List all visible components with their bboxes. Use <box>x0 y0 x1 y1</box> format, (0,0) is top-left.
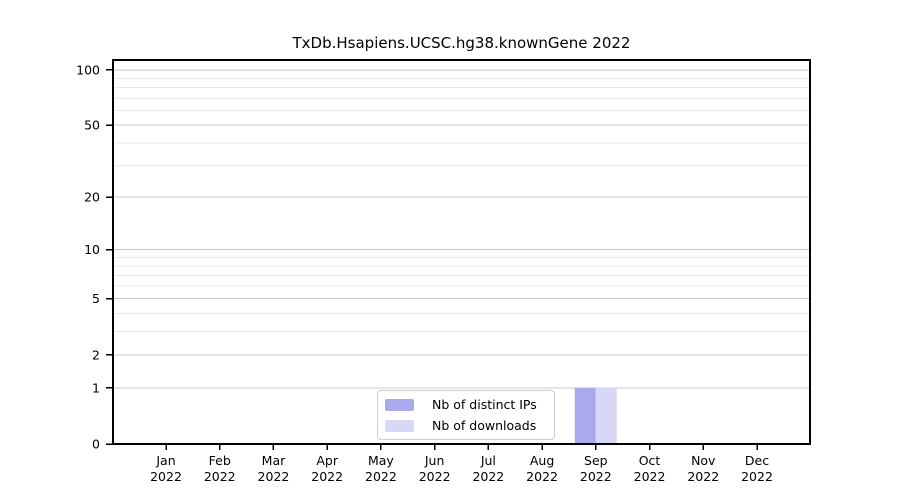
x-tick-label: Jun 2022 <box>419 453 451 484</box>
y-tick-label: 5 <box>92 291 100 306</box>
x-tick-label: Aug 2022 <box>526 453 558 484</box>
legend-label-downloads: Nb of downloads <box>432 418 537 433</box>
chart-title: TxDb.Hsapiens.UCSC.hg38.knownGene 2022 <box>292 34 631 52</box>
y-tick-label: 100 <box>76 62 100 77</box>
legend-item-downloads: Nb of downloads <box>385 417 554 434</box>
bar-distinct-ips <box>574 387 596 444</box>
legend: Nb of distinct IPs Nb of downloads <box>377 390 555 440</box>
bar-downloads <box>595 387 617 444</box>
legend-item-distinct-ips: Nb of distinct IPs <box>385 396 554 413</box>
x-tick-label: Nov 2022 <box>687 453 719 484</box>
x-tick-label: Mar 2022 <box>258 453 290 484</box>
legend-label-distinct-ips: Nb of distinct IPs <box>432 397 537 412</box>
x-tick-label: Apr 2022 <box>311 453 343 484</box>
y-tick-label: 0 <box>92 437 100 452</box>
y-tick-label: 10 <box>84 242 100 257</box>
x-tick-label: Oct 2022 <box>634 453 666 484</box>
legend-swatch-downloads <box>385 419 414 432</box>
x-tick-label: Jan 2022 <box>150 453 182 484</box>
x-tick-label: May 2022 <box>365 453 397 484</box>
x-tick-label: Sep 2022 <box>580 453 612 484</box>
y-tick-label: 1 <box>92 380 100 395</box>
legend-swatch-distinct-ips <box>385 398 414 411</box>
plot-frame <box>112 59 811 445</box>
x-tick-label: Jul 2022 <box>472 453 504 484</box>
y-tick-label: 20 <box>84 190 100 205</box>
y-tick-label: 50 <box>84 118 100 133</box>
y-tick-label: 2 <box>92 347 100 362</box>
x-tick-label: Dec 2022 <box>741 453 773 484</box>
x-tick-label: Feb 2022 <box>204 453 236 484</box>
